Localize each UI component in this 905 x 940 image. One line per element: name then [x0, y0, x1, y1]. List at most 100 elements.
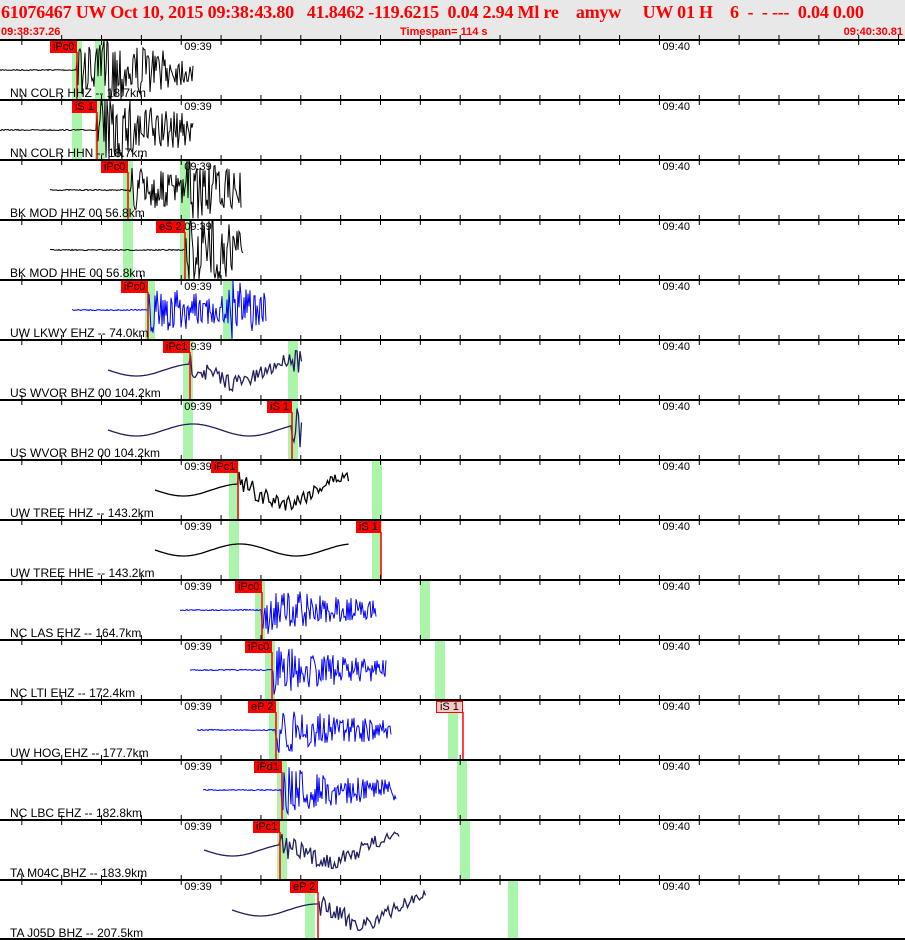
- time-label: 09:40: [662, 281, 690, 293]
- waveform: [202, 767, 397, 816]
- channel-panel[interactable]: UW LKWY EHZ -- 74.0km 09:39 09:40 iPc0: [0, 280, 905, 340]
- waveform: [154, 543, 349, 557]
- pick-window: [276, 820, 287, 880]
- channel-panel[interactable]: NC LBC EHZ -- 182.8km 09:39 09:40 iPd1: [0, 760, 905, 820]
- pick-label[interactable]: eP 2: [248, 701, 277, 713]
- time-label: 09:40: [662, 341, 690, 353]
- time-label: 09:39: [184, 401, 212, 413]
- channel-label: US WVOR BHZ 00 104.2km: [10, 386, 161, 400]
- pick-label[interactable]: iS 1: [71, 101, 97, 113]
- channel-label: NC LTI EHZ -- 172.4km: [10, 686, 136, 700]
- channel-label: NN COLR HHZ -- 18.7km: [10, 86, 147, 100]
- channel-panel[interactable]: BK MOD HHZ 00 56.8km 09:39 09:40 iPc0: [0, 160, 905, 220]
- time-label: 09:40: [662, 101, 690, 113]
- time-label: 09:39: [184, 161, 212, 173]
- channel-label: BK MOD HHZ 00 56.8km: [10, 206, 145, 220]
- waveform: [189, 647, 387, 695]
- channel-panel[interactable]: UW HOG EHZ -- 177.7km 09:39 09:40 eP 2 iS 1: [0, 700, 905, 760]
- pick-label[interactable]: iPc0: [245, 641, 273, 653]
- waveform: [107, 349, 303, 393]
- channel-panel[interactable]: US WVOR BH2 00 104.2km 09:39 09:40 iS 1: [0, 400, 905, 460]
- time-label: 09:39: [184, 701, 212, 713]
- pick-window: [183, 400, 194, 460]
- time-label: 09:40: [662, 461, 690, 473]
- pick-label[interactable]: iPc0: [100, 161, 129, 173]
- channel-label: TA M04C BHZ -- 183.9km: [10, 866, 148, 880]
- time-label: 09:39: [184, 461, 212, 473]
- channel-panel[interactable]: TA M04C BHZ -- 183.9km 09:39 09:40 iPc1: [0, 820, 905, 880]
- channel-label: US WVOR BH2 00 104.2km: [10, 446, 161, 460]
- channel-label: UW TREE HHZ -- 143.2km: [10, 506, 154, 520]
- waveform: [179, 591, 377, 634]
- timespan: Timespan= 114 s: [400, 26, 488, 38]
- pick-label[interactable]: iS 1: [267, 401, 292, 413]
- time-label: 09:39: [184, 641, 212, 653]
- channel-panel[interactable]: BK MOD HHE 00 56.8km 09:39 09:40 eS 2: [0, 220, 905, 280]
- waveform: [107, 408, 303, 448]
- channel-label: TA J05D BHZ -- 207.5km: [10, 926, 144, 940]
- channel-label: UW HOG EHZ -- 177.7km: [10, 746, 149, 760]
- waveform: [49, 159, 242, 219]
- time-label: 09:39: [184, 581, 212, 593]
- time-label: 09:40: [662, 521, 690, 533]
- channel-label: NN COLR HHN -- 18.7km: [10, 146, 148, 160]
- pick-label[interactable]: iPc0: [121, 281, 149, 293]
- pick-window: [287, 340, 298, 400]
- time-label: 09:39: [184, 41, 212, 53]
- pick-label[interactable]: eP 2: [290, 881, 319, 893]
- pick-window: [508, 880, 519, 940]
- pick-label[interactable]: iPc1: [252, 821, 281, 833]
- channel-label: BK MOD HHE 00 56.8km: [10, 266, 146, 280]
- waveform: [0, 40, 194, 101]
- pick-window: [457, 760, 468, 820]
- channel-panel[interactable]: NN COLR HHN -- 18.7km 09:39 09:40 iS 1: [0, 100, 905, 160]
- channel-panel[interactable]: NC LAS EHZ -- 164.7km 09:39 09:40 iPc0: [0, 580, 905, 640]
- time-label: 09:39: [184, 101, 212, 113]
- waveform: [231, 889, 427, 932]
- pick-window: [287, 400, 298, 460]
- pick-window: [459, 820, 470, 880]
- channel-panel[interactable]: NC LTI EHZ -- 172.4km 09:39 09:40 iPc0: [0, 640, 905, 700]
- pick-label[interactable]: iPc0: [49, 41, 78, 53]
- pick-window: [305, 880, 316, 940]
- channel-panel[interactable]: UW TREE HHZ -- 143.2km 09:39 09:40 iPc1: [0, 460, 905, 520]
- time-label: 09:39: [184, 821, 212, 833]
- channel-panel[interactable]: UW TREE HHE -- 143.2km 09:39 09:40 iS 1: [0, 520, 905, 580]
- pick-label[interactable]: iPc1: [210, 461, 239, 473]
- time-label: 09:39: [184, 761, 212, 773]
- pick-window: [419, 580, 430, 640]
- channel-label: NC LAS EHZ -- 164.7km: [10, 626, 142, 640]
- pick-label[interactable]: iPd1: [253, 761, 282, 773]
- window-start-time: 09:38:37.26: [1, 26, 61, 38]
- pick-label[interactable]: eS 2: [155, 221, 185, 233]
- pick-window: [371, 460, 382, 520]
- time-label: 09:40: [662, 761, 690, 773]
- time-label: 09:39: [184, 521, 212, 533]
- waveform: [154, 471, 350, 511]
- time-label: 09:40: [662, 161, 690, 173]
- pick-label-unset[interactable]: iS 1: [435, 701, 463, 713]
- event-summary: 61076467 UW Oct 10, 2015 09:38:43.80 41.…: [1, 2, 864, 22]
- time-label: 09:39: [184, 221, 212, 233]
- time-label: 09:40: [662, 641, 690, 653]
- channel-label: NC LBC EHZ -- 182.8km: [10, 806, 143, 820]
- time-label: 09:40: [662, 581, 690, 593]
- pick-window: [229, 520, 240, 580]
- pick-label[interactable]: iPc1: [163, 341, 191, 353]
- time-label: 09:39: [184, 281, 212, 293]
- pick-window: [435, 640, 446, 700]
- time-label: 09:40: [662, 821, 690, 833]
- waveform: [49, 220, 244, 280]
- channel-panel[interactable]: TA J05D BHZ -- 207.5km 09:39 09:40 eP 2: [0, 880, 905, 940]
- pick-window: [229, 460, 240, 520]
- channel-panel[interactable]: US WVOR BHZ 00 104.2km 09:39 09:40 iPc1: [0, 340, 905, 400]
- channel-label: UW LKWY EHZ -- 74.0km: [10, 326, 149, 340]
- pick-label[interactable]: iS 1: [355, 521, 381, 533]
- time-label: 09:39: [184, 881, 212, 893]
- pick-label[interactable]: iPc0: [234, 581, 263, 593]
- pick-window: [448, 700, 459, 760]
- waveform: [203, 831, 400, 869]
- channel-panel[interactable]: NN COLR HHZ -- 18.7km 09:39 09:40 iPc0: [0, 40, 905, 100]
- event-header: 61076467 UW Oct 10, 2015 09:38:43.80 41.…: [0, 0, 905, 40]
